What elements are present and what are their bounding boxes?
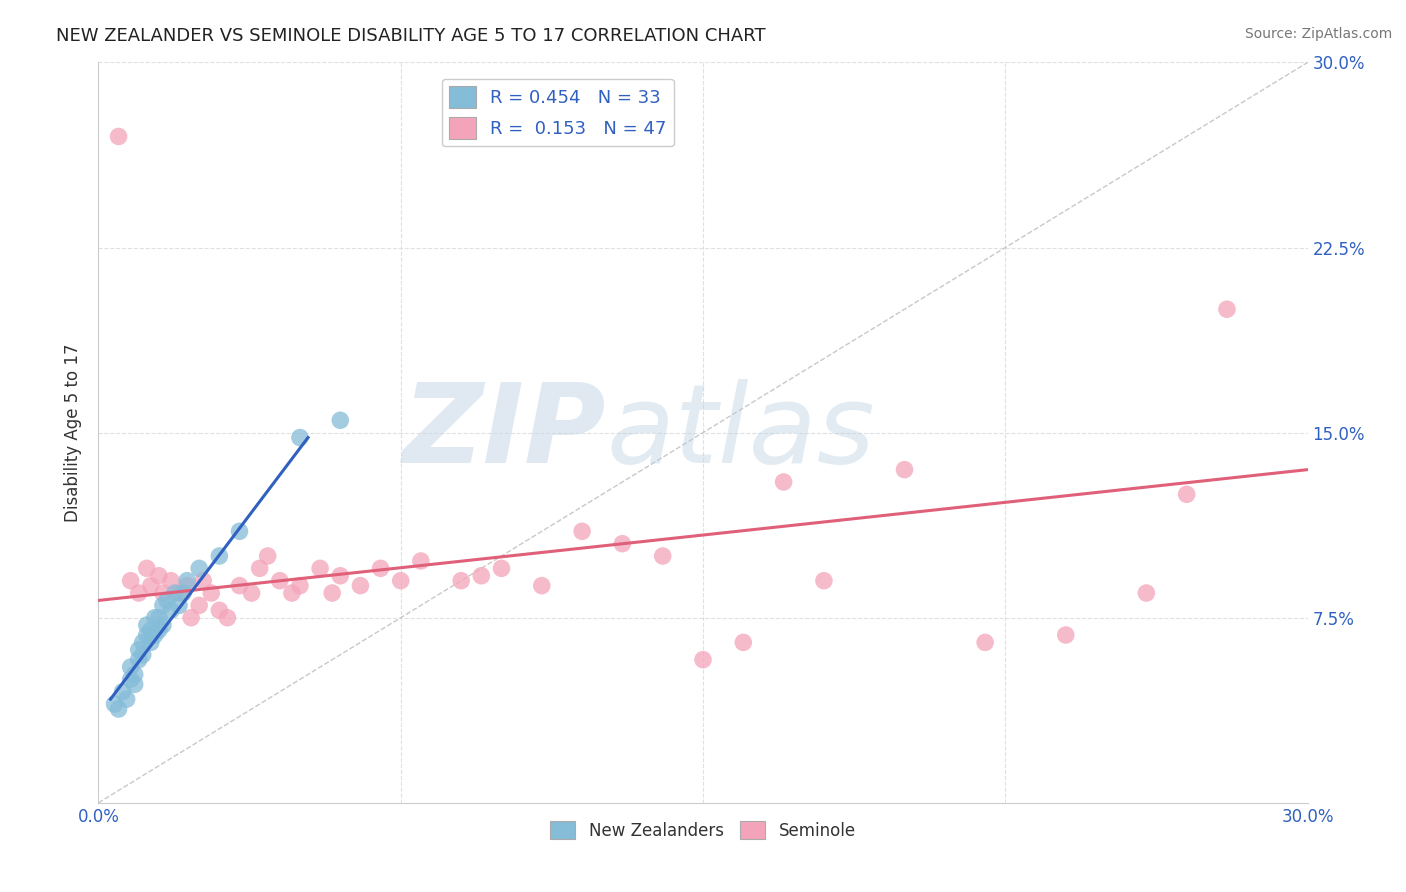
Point [132, 648, 155, 662]
Point [148, 610, 170, 624]
Point [143, 628, 166, 642]
Point [692, 653, 714, 667]
Point [103, 697, 125, 711]
Point [152, 618, 174, 632]
Point [571, 524, 593, 539]
Point [1135, 586, 1157, 600]
Point [651, 549, 673, 563]
Legend: New Zealanders, Seminole: New Zealanders, Seminole [544, 814, 862, 847]
Point [329, 413, 352, 427]
Point [107, 129, 129, 144]
Point [128, 642, 150, 657]
Point [124, 677, 146, 691]
Point [139, 635, 162, 649]
Point [135, 628, 157, 642]
Point [288, 431, 311, 445]
Point [228, 579, 250, 593]
Point [160, 574, 183, 588]
Point [349, 579, 371, 593]
Point [188, 599, 211, 613]
Point [1054, 628, 1077, 642]
Point [491, 561, 513, 575]
Point [135, 618, 157, 632]
Point [309, 561, 332, 575]
Point [188, 561, 211, 575]
Point [167, 586, 190, 600]
Point [269, 574, 291, 588]
Point [208, 549, 231, 563]
Point [612, 536, 634, 550]
Point [228, 524, 250, 539]
Text: atlas: atlas [606, 379, 875, 486]
Point [115, 692, 138, 706]
Point [450, 574, 472, 588]
Point [160, 603, 183, 617]
Point [329, 568, 352, 582]
Text: Source: ZipAtlas.com: Source: ZipAtlas.com [1244, 27, 1392, 41]
Point [200, 586, 222, 600]
Point [152, 599, 174, 613]
Text: NEW ZEALANDER VS SEMINOLE DISABILITY AGE 5 TO 17 CORRELATION CHART: NEW ZEALANDER VS SEMINOLE DISABILITY AGE… [56, 27, 766, 45]
Point [470, 568, 492, 582]
Point [217, 610, 239, 624]
Point [139, 579, 162, 593]
Point [240, 586, 263, 600]
Point [1175, 487, 1198, 501]
Point [180, 610, 202, 624]
Point [288, 579, 311, 593]
Point [124, 667, 146, 681]
Point [256, 549, 278, 563]
Point [176, 579, 198, 593]
Point [193, 574, 215, 588]
Y-axis label: Disability Age 5 to 17: Disability Age 5 to 17 [65, 343, 83, 522]
Point [148, 623, 170, 637]
Point [128, 653, 150, 667]
Point [107, 702, 129, 716]
Point [132, 635, 155, 649]
Point [176, 574, 198, 588]
Point [111, 685, 134, 699]
Point [148, 568, 170, 582]
Point [120, 673, 142, 687]
Point [281, 586, 304, 600]
Text: ZIP: ZIP [402, 379, 606, 486]
Point [893, 462, 915, 476]
Point [733, 635, 755, 649]
Point [139, 623, 162, 637]
Point [120, 660, 142, 674]
Point [389, 574, 412, 588]
Point [128, 586, 150, 600]
Point [167, 599, 190, 613]
Point [772, 475, 794, 489]
Point [120, 574, 142, 588]
Point [370, 561, 392, 575]
Point [1216, 302, 1239, 317]
Point [321, 586, 343, 600]
Point [530, 579, 553, 593]
Point [152, 586, 174, 600]
Point [813, 574, 835, 588]
Point [143, 610, 166, 624]
Point [172, 586, 194, 600]
Point [974, 635, 997, 649]
Point [135, 561, 157, 575]
Point [163, 586, 186, 600]
Point [249, 561, 271, 575]
Point [156, 593, 179, 607]
Point [409, 554, 432, 568]
Point [208, 603, 231, 617]
